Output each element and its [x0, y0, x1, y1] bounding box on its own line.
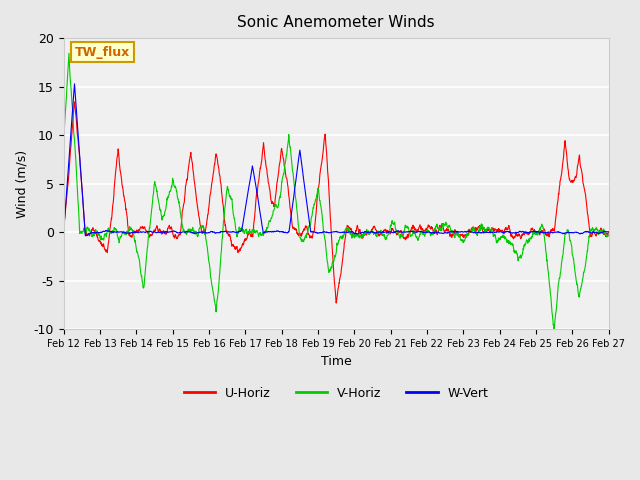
- V-Horiz: [550, 326, 558, 332]
- V-Horiz: [65, 50, 73, 56]
- W-Vert: [364, 229, 372, 235]
- Line: W-Vert: W-Vert: [63, 84, 609, 236]
- V-Horiz: [495, 235, 502, 241]
- W-Vert: [605, 229, 612, 235]
- U-Horiz: [495, 227, 502, 233]
- U-Horiz: [212, 152, 220, 157]
- U-Horiz: [332, 300, 340, 306]
- W-Vert: [81, 233, 89, 239]
- V-Horiz: [557, 268, 564, 274]
- W-Vert: [212, 230, 220, 236]
- V-Horiz: [212, 305, 220, 311]
- Line: V-Horiz: V-Horiz: [63, 53, 609, 329]
- U-Horiz: [352, 228, 360, 234]
- W-Vert: [557, 230, 564, 236]
- W-Vert: [572, 229, 580, 235]
- Line: U-Horiz: U-Horiz: [63, 102, 609, 303]
- V-Horiz: [572, 275, 580, 281]
- W-Vert: [70, 81, 78, 87]
- V-Horiz: [605, 233, 612, 239]
- U-Horiz: [60, 226, 67, 232]
- Legend: U-Horiz, V-Horiz, W-Vert: U-Horiz, V-Horiz, W-Vert: [179, 382, 493, 405]
- W-Vert: [495, 229, 502, 235]
- V-Horiz: [364, 230, 372, 236]
- U-Horiz: [572, 175, 580, 180]
- V-Horiz: [60, 138, 67, 144]
- U-Horiz: [70, 99, 78, 105]
- Y-axis label: Wind (m/s): Wind (m/s): [15, 150, 28, 218]
- U-Horiz: [605, 230, 612, 236]
- U-Horiz: [364, 229, 372, 235]
- Title: Sonic Anemometer Winds: Sonic Anemometer Winds: [237, 15, 435, 30]
- W-Vert: [60, 229, 67, 235]
- U-Horiz: [557, 175, 564, 180]
- Text: TW_flux: TW_flux: [74, 46, 130, 59]
- X-axis label: Time: Time: [321, 355, 351, 368]
- W-Vert: [352, 230, 360, 236]
- V-Horiz: [352, 234, 360, 240]
